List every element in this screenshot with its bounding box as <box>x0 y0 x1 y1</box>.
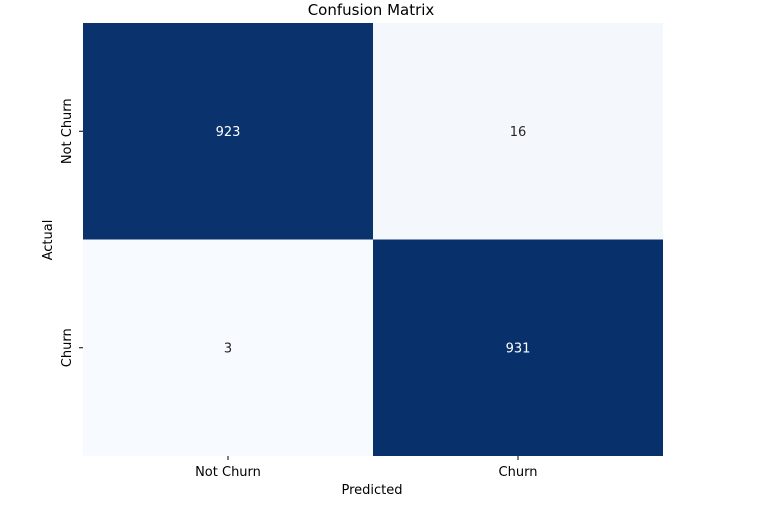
heatmap-cell-labels: 923 16 3 931 <box>216 125 531 357</box>
x-axis-label: Predicted <box>341 483 402 498</box>
cell-value-label-1-1: 931 <box>506 341 531 356</box>
y-axis-ticks: Not Churn Churn <box>60 98 83 367</box>
cell-value-label-0-0: 923 <box>216 125 241 140</box>
y-tick-label-1: Churn <box>60 328 75 367</box>
y-axis-label: Actual <box>41 220 56 261</box>
y-tick-label-0: Not Churn <box>60 98 75 164</box>
heatmap-cell-1-0 <box>83 239 373 456</box>
cell-value-label-1-0: 3 <box>224 341 232 356</box>
cell-value-label-0-1: 16 <box>510 125 527 140</box>
x-tick-label-0: Not Churn <box>195 465 261 480</box>
heatmap-cells <box>83 23 663 456</box>
heatmap-cell-0-1 <box>373 23 663 240</box>
x-tick-label-1: Churn <box>499 465 538 480</box>
heatmap-cell-0-0 <box>83 23 373 240</box>
heatmap-cell-1-1 <box>373 239 663 456</box>
x-axis-ticks: Not Churn Churn <box>195 456 537 480</box>
chart-title: Confusion Matrix <box>308 1 435 19</box>
